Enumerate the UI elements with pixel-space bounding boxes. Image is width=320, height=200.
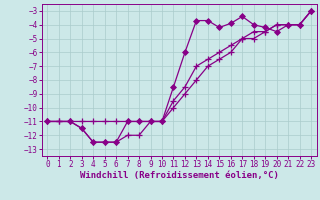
X-axis label: Windchill (Refroidissement éolien,°C): Windchill (Refroidissement éolien,°C) [80,171,279,180]
